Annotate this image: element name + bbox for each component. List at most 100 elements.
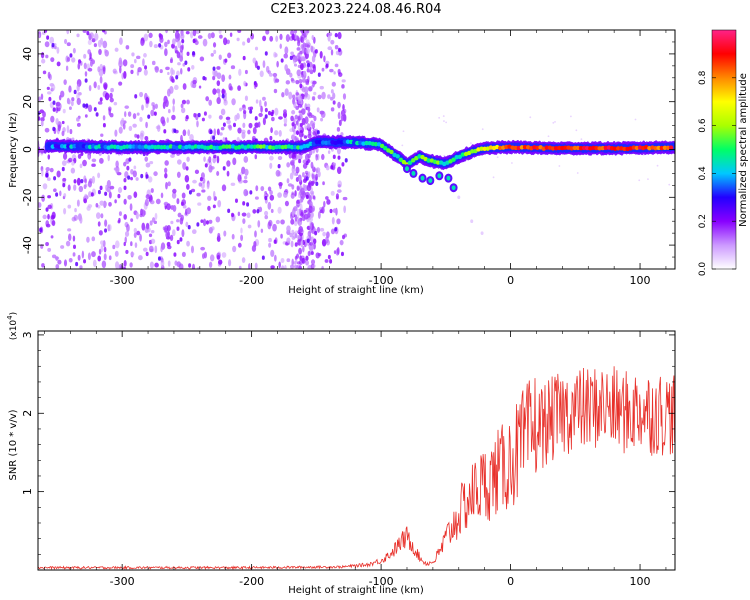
colorbar-tick-label: 0.4 [698,166,708,181]
noise-speck [558,165,561,167]
noise-speck [281,92,285,98]
noise-speck [233,122,237,128]
noise-speck [198,85,202,89]
branch-core [446,175,451,181]
noise-speck [314,49,318,54]
noise-speck [73,89,77,95]
noise-speck [70,167,76,174]
noise-speck [319,50,323,59]
ridge-core [212,145,217,150]
noise-speck [213,128,217,137]
noise-speck [196,120,199,128]
noise-speck [191,263,196,269]
ridge-core [364,140,369,146]
noise-speck [131,52,135,57]
noise-speck [177,40,182,49]
noise-speck [153,111,157,116]
noise-speck [445,121,448,124]
noise-speck [634,118,637,121]
noise-speck [334,45,339,50]
noise-speck [105,184,108,192]
noise-speck [135,55,141,60]
colorbar-tick-label: 0.6 [698,118,708,133]
noise-speck [46,35,50,40]
noise-speck [269,190,273,196]
noise-speck [142,58,145,67]
noise-speck [311,114,315,119]
noise-speck [176,239,180,245]
noise-speck [179,237,183,242]
noise-speck [264,210,269,216]
noise-speck [285,80,291,85]
noise-speck [100,37,104,45]
noise-speck [242,122,246,128]
noise-speck [68,106,72,110]
noise-speck [254,262,258,269]
noise-speck [93,107,97,112]
noise-speck [40,117,45,122]
noise-speck [247,224,252,229]
noise-speck [98,230,103,236]
noise-speck [311,34,314,41]
noise-speck [78,185,84,193]
noise-speck [61,166,65,172]
noise-speck [136,230,141,236]
noise-speck [86,236,90,243]
noise-speck [313,91,317,96]
noise-speck [191,64,195,70]
noise-speck [309,65,313,72]
noise-speck [293,63,298,67]
noise-speck [195,30,201,34]
noise-speck [176,198,180,205]
noise-speck [273,88,278,94]
noise-speck [336,127,341,132]
noise-speck [76,97,81,106]
noise-speck [323,200,326,208]
noise-speck [144,65,148,70]
noise-speck [327,46,333,51]
noise-speck [95,212,101,219]
ridge-core [407,160,413,165]
noise-speck [91,175,96,184]
noise-speck [184,60,188,65]
noise-speck [204,163,208,168]
noise-speck [212,190,216,199]
noise-speck [329,208,333,214]
noise-speck [305,194,309,200]
noise-speck [89,32,94,39]
noise-speck [68,85,72,93]
noise-speck [150,109,155,117]
noise-speck [97,189,101,195]
noise-speck [262,60,266,68]
noise-speck [139,132,144,141]
noise-speck [299,122,303,128]
branch-blob [470,219,474,223]
noise-speck [238,265,242,269]
noise-speck [148,32,153,39]
noise-speck [547,135,550,138]
noise-speck [243,80,247,87]
noise-speck [343,205,347,214]
noise-speck [323,55,326,63]
noise-speck [87,104,93,113]
ridge-core [591,145,596,151]
snr-x-tick-label: -100 [369,575,394,588]
ridge-core [457,154,463,160]
ridge-core [479,146,484,151]
noise-speck [98,248,102,255]
noise-speck [50,57,55,63]
noise-speck [65,240,71,247]
noise-speck [293,30,298,34]
noise-speck [291,165,296,174]
ridge-core [202,145,208,150]
noise-speck [102,40,108,49]
ridge-core [227,144,233,149]
noise-speck [113,101,118,106]
noise-speck [340,114,344,122]
noise-speck [254,46,259,51]
noise-speck [176,171,181,178]
ridge-core [274,144,279,150]
noise-speck [443,154,446,157]
noise-speck [249,190,253,195]
noise-speck [291,33,295,41]
